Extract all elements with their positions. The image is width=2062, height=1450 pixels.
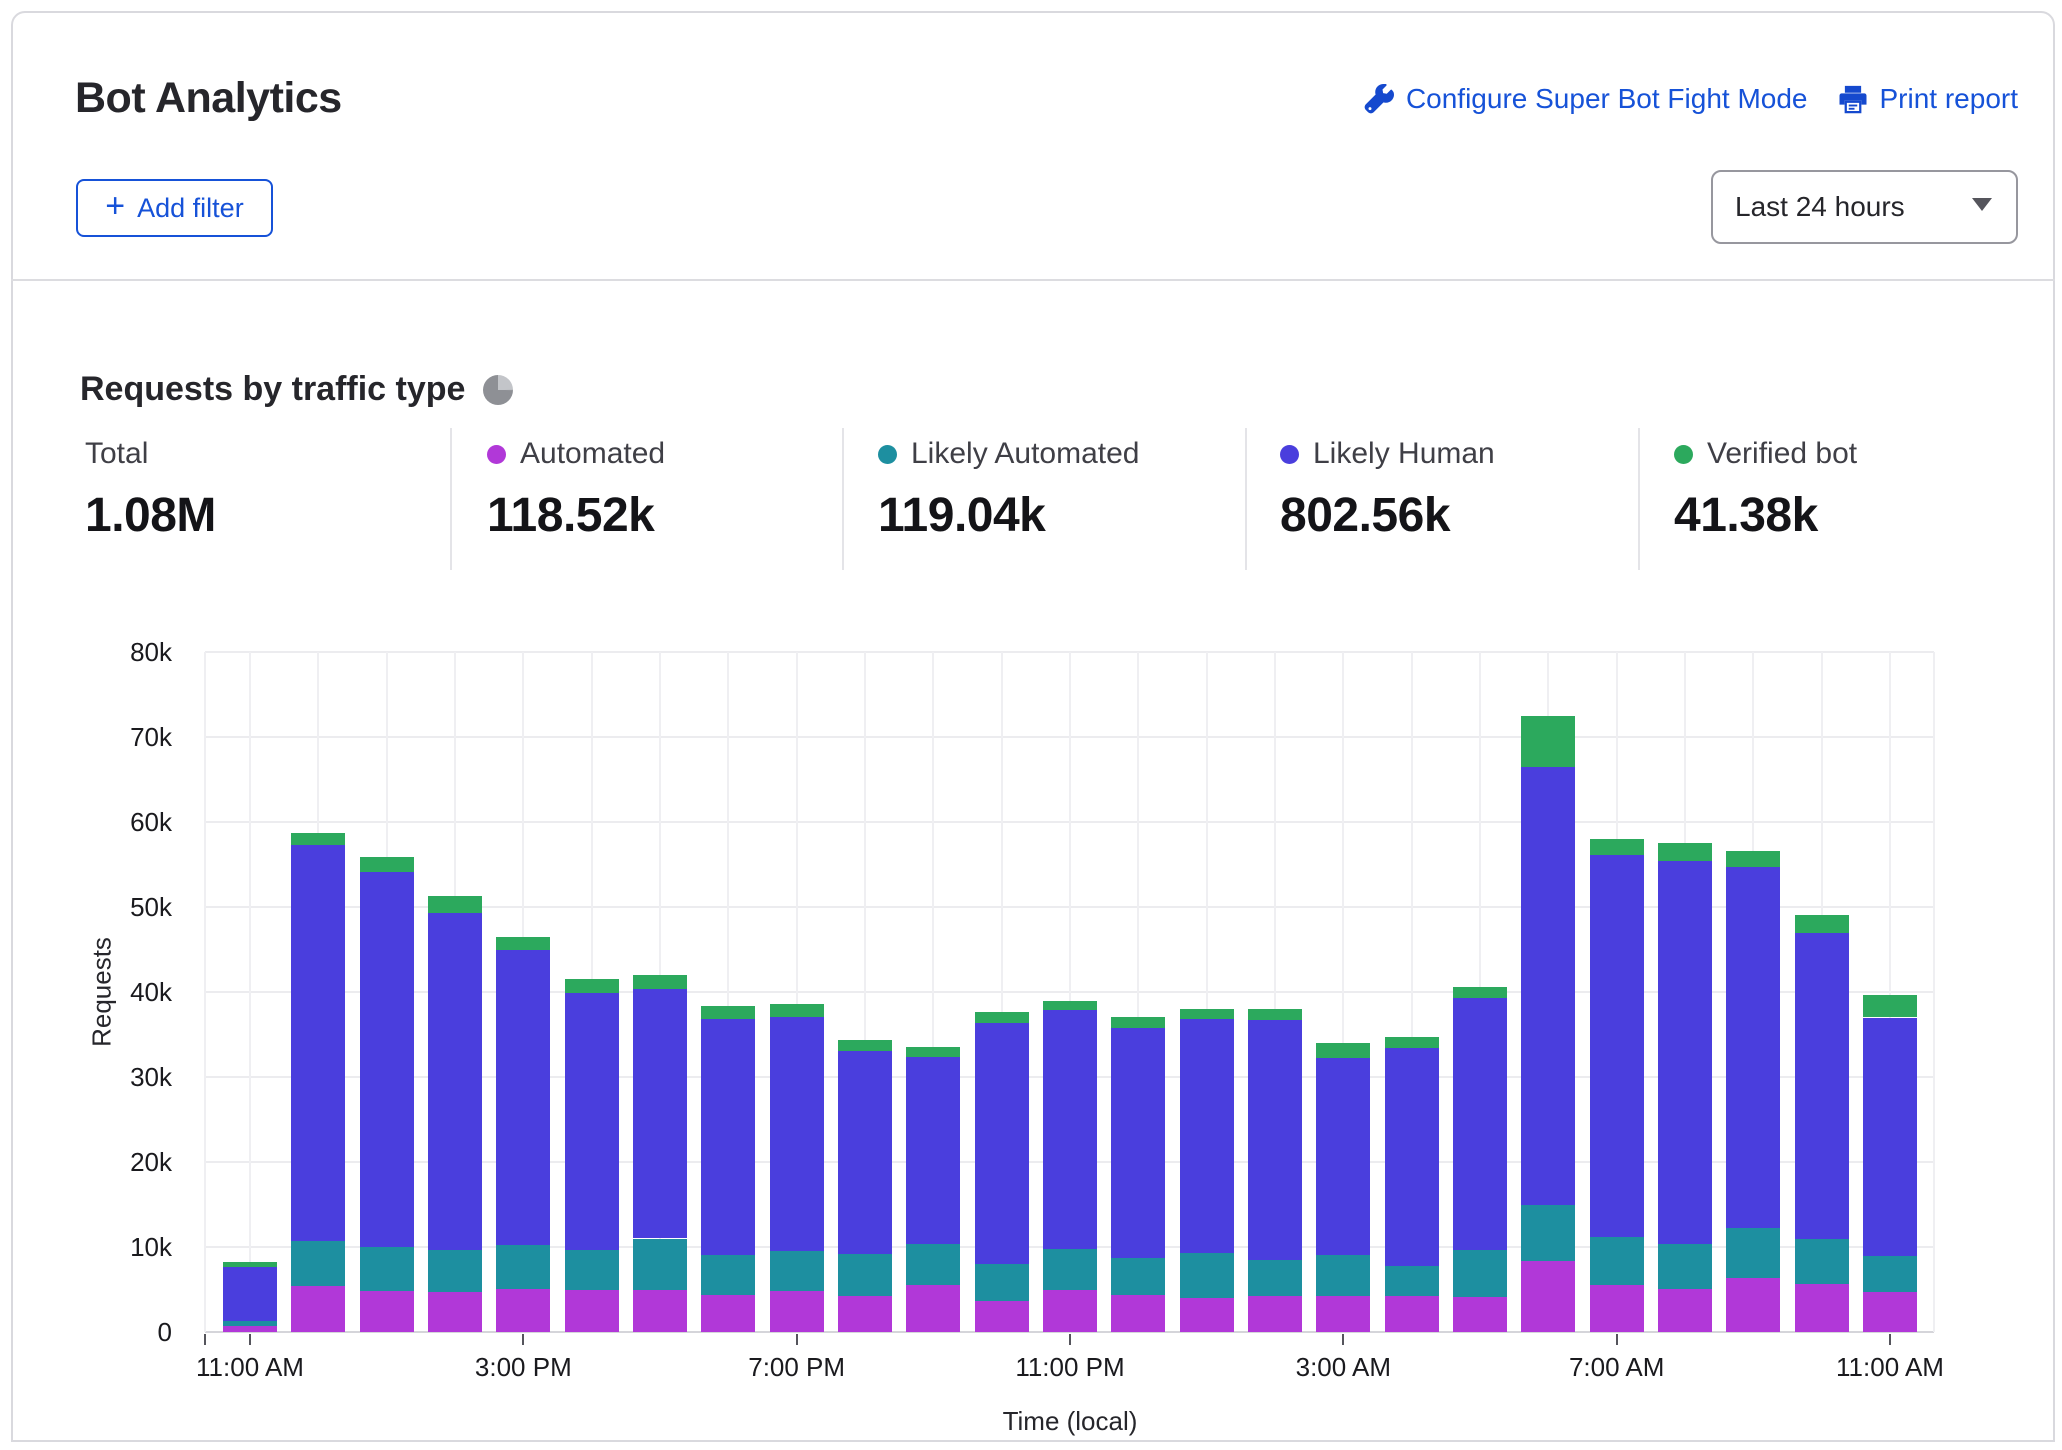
stat-label: Total	[85, 437, 148, 471]
print-report-link[interactable]: Print report	[1838, 83, 2019, 115]
stat-likely-automated: Likely Automated 119.04k	[878, 436, 1139, 543]
legend-dot-automated	[487, 445, 506, 464]
section-heading: Requests by traffic type	[80, 370, 513, 409]
stat-label: Verified bot	[1707, 437, 1857, 471]
section-heading-label: Requests by traffic type	[80, 370, 465, 409]
stat-value: 118.52k	[487, 488, 665, 543]
header-actions: Configure Super Bot Fight Mode Print rep…	[1364, 78, 2018, 120]
wrench-icon	[1364, 84, 1394, 114]
stat-label: Automated	[520, 437, 665, 471]
stat-divider	[842, 428, 844, 570]
configure-super-bot-fight-mode-link[interactable]: Configure Super Bot Fight Mode	[1364, 83, 1808, 115]
stat-value: 119.04k	[878, 488, 1139, 543]
header-divider	[11, 279, 2055, 281]
x-axis-title: Time (local)	[1003, 1406, 1138, 1437]
add-filter-button[interactable]: + Add filter	[76, 179, 273, 237]
stat-value: 41.38k	[1674, 488, 1857, 543]
legend-dot-likely-human	[1280, 445, 1299, 464]
stat-value: 1.08M	[85, 488, 216, 543]
stat-divider	[450, 428, 452, 570]
configure-link-label: Configure Super Bot Fight Mode	[1406, 83, 1808, 115]
pie-chart-icon	[483, 375, 513, 405]
add-filter-label: Add filter	[137, 193, 244, 224]
stat-verified-bot: Verified bot 41.38k	[1674, 436, 1857, 543]
stat-divider	[1245, 428, 1247, 570]
time-range-dropdown[interactable]: Last 24 hours	[1711, 170, 2018, 244]
plus-icon: +	[105, 189, 125, 223]
stat-automated: Automated 118.52k	[487, 436, 665, 543]
print-link-label: Print report	[1880, 83, 2019, 115]
stat-label: Likely Automated	[911, 437, 1139, 471]
time-range-value: Last 24 hours	[1735, 191, 1970, 223]
stat-value: 802.56k	[1280, 488, 1495, 543]
stat-label: Likely Human	[1313, 437, 1495, 471]
printer-icon	[1838, 84, 1868, 114]
y-axis-title: Requests	[87, 937, 118, 1047]
page-title: Bot Analytics	[75, 74, 342, 123]
stat-total: Total 1.08M	[85, 436, 216, 543]
stat-likely-human: Likely Human 802.56k	[1280, 436, 1495, 543]
legend-dot-likely-automated	[878, 445, 897, 464]
legend-dot-verified-bot	[1674, 445, 1693, 464]
stat-divider	[1638, 428, 1640, 570]
chevron-down-icon	[1970, 197, 1994, 217]
